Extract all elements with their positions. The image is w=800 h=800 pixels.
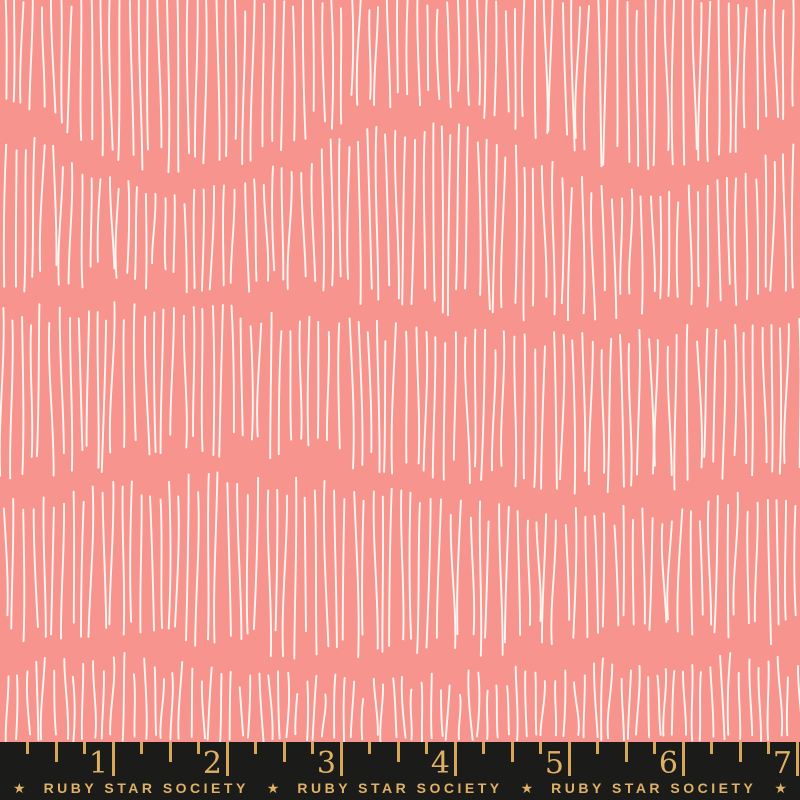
brand-name: RUBY STAR SOCIETY	[297, 780, 503, 796]
ruler-number: 6	[658, 746, 678, 781]
ruler-tick-inch	[453, 742, 457, 776]
ruler-tick-quarter	[767, 742, 770, 754]
ruler-tick-quarter	[83, 742, 86, 754]
ruler-tick-half	[738, 742, 742, 762]
ruler-tick-quarter	[140, 742, 143, 754]
ruler-number: 1	[88, 746, 108, 781]
ruler-tick-inch	[567, 742, 571, 776]
ruler-tick-quarter	[197, 742, 200, 754]
ruler-tick-inch	[111, 742, 115, 776]
ruler-tick-quarter	[653, 742, 656, 754]
ruler-tick-half	[510, 742, 514, 762]
ruler-tick-quarter	[425, 742, 428, 754]
ruler-tick-quarter	[254, 742, 257, 754]
fabric-pattern-svg	[0, 0, 800, 742]
ruler-number: 3	[316, 746, 336, 781]
ruler-tick-half	[168, 742, 172, 762]
ruler-tick-half	[54, 742, 58, 762]
star-icon: ★	[266, 780, 280, 796]
ruler-numbers: 1 2 3 4 5 6 7	[0, 742, 800, 800]
ruler-tick-quarter	[710, 742, 713, 754]
star-icon: ★	[774, 780, 787, 796]
ruler-number: 4	[430, 746, 450, 781]
ruler-number: 2	[202, 746, 222, 781]
brand-row: ★ RUBY STAR SOCIETY ★ RUBY STAR SOCIETY …	[0, 780, 800, 796]
brand-name: RUBY STAR SOCIETY	[551, 780, 757, 796]
ruler-number: 7	[772, 746, 792, 781]
fabric-area	[0, 0, 800, 742]
ruler-tick-quarter	[311, 742, 314, 754]
ruler-number: 5	[544, 746, 564, 781]
ruler-tick-half	[282, 742, 286, 762]
ruler-ticks	[0, 742, 800, 800]
brand-name: RUBY STAR SOCIETY	[43, 780, 249, 796]
ruler-tick-quarter	[539, 742, 542, 754]
selvage-ruler: 1 2 3 4 5 6 7 ★ RUBY STAR SOCIETY ★ RUBY…	[0, 742, 800, 800]
ruler-tick-half	[396, 742, 400, 762]
ruler-tick-inch	[339, 742, 343, 776]
ruler-tick-inch	[225, 742, 229, 776]
ruler-tick-quarter	[596, 742, 599, 754]
ruler-tick-quarter	[482, 742, 485, 754]
star-icon: ★	[520, 780, 534, 796]
ruler-tick-quarter	[368, 742, 371, 754]
ruler-tick-inch	[681, 742, 685, 776]
ruler-tick-quarter	[26, 742, 29, 754]
star-icon: ★	[13, 780, 26, 796]
ruler-tick-half	[624, 742, 628, 762]
ruler-tick-inch	[795, 742, 799, 776]
